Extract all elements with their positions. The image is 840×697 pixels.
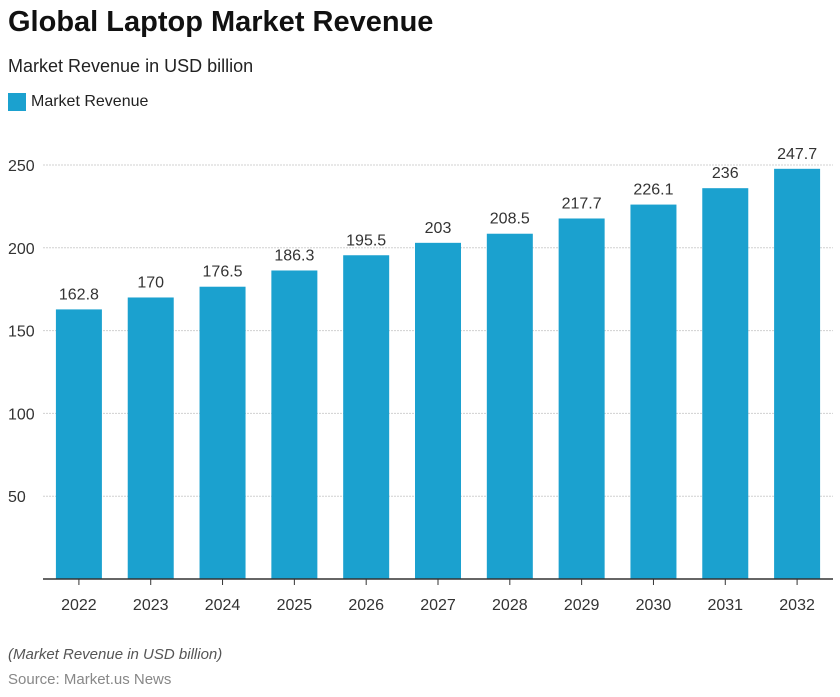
chart-source: Source: Market.us News — [8, 671, 172, 688]
bar — [558, 218, 605, 579]
data-label: 162.8 — [59, 286, 99, 303]
x-tick-label: 2032 — [779, 597, 815, 614]
data-label: 247.7 — [777, 146, 817, 163]
y-tick-label: 150 — [8, 324, 35, 341]
x-tick-label: 2029 — [564, 597, 600, 614]
x-tick-label: 2026 — [348, 597, 384, 614]
data-label: 176.5 — [203, 264, 243, 281]
bar — [199, 286, 246, 579]
legend-swatch — [8, 93, 26, 111]
bar — [702, 188, 749, 579]
data-label: 226.1 — [633, 182, 673, 199]
bar — [271, 270, 318, 579]
chart-subtitle: Market Revenue in USD billion — [8, 56, 254, 76]
y-tick-label: 50 — [8, 489, 26, 506]
y-tick-label: 100 — [8, 406, 35, 423]
data-label: 170 — [137, 274, 164, 291]
chart-title: Global Laptop Market Revenue — [8, 6, 434, 38]
bar — [127, 297, 174, 579]
x-tick-label: 2022 — [61, 597, 97, 614]
x-tick-label: 2025 — [277, 597, 313, 614]
chart-note: (Market Revenue in USD billion) — [8, 646, 223, 663]
x-tick-label: 2027 — [420, 597, 456, 614]
bar — [486, 233, 533, 579]
data-label: 217.7 — [562, 195, 602, 212]
bar — [630, 204, 677, 579]
x-tick-label: 2024 — [205, 597, 241, 614]
x-tick-label: 2028 — [492, 597, 528, 614]
bar — [343, 255, 390, 579]
data-label: 236 — [712, 165, 739, 182]
data-label: 208.5 — [490, 211, 530, 228]
bar — [774, 168, 821, 579]
y-tick-label: 250 — [8, 158, 35, 175]
x-tick-label: 2023 — [133, 597, 169, 614]
data-label: 186.3 — [274, 247, 314, 264]
x-tick-label: 2030 — [636, 597, 672, 614]
legend-label: Market Revenue — [31, 93, 149, 110]
y-tick-label: 200 — [8, 241, 35, 258]
data-label: 203 — [425, 220, 452, 237]
legend: Market Revenue — [8, 93, 148, 111]
data-label: 195.5 — [346, 232, 386, 249]
x-tick-label: 2031 — [707, 597, 743, 614]
bar — [55, 309, 102, 579]
bar — [415, 242, 461, 579]
